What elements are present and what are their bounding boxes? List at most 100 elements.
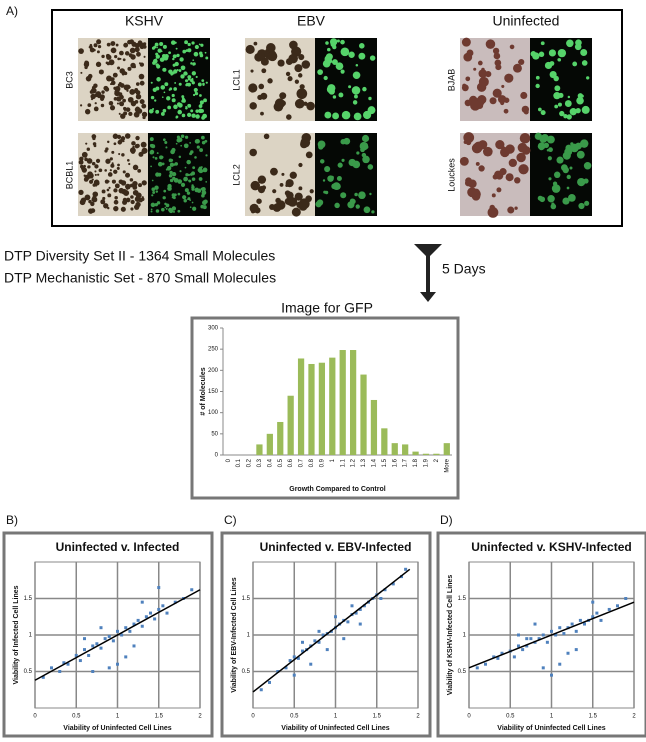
cell-line-label: LCL1 xyxy=(231,69,241,91)
gfp-cell xyxy=(168,207,173,213)
gfp-cell xyxy=(543,142,550,149)
cell xyxy=(256,198,262,204)
cell xyxy=(86,158,93,164)
point xyxy=(346,620,350,624)
point xyxy=(533,622,537,626)
cell xyxy=(102,196,106,200)
gfp-cell xyxy=(194,139,200,144)
cell xyxy=(465,76,471,82)
cell xyxy=(90,201,95,207)
cell xyxy=(477,95,487,105)
gfp-cell xyxy=(184,188,189,193)
cell xyxy=(98,69,104,75)
gfp-cell xyxy=(358,52,366,60)
gfp-cell xyxy=(165,207,168,210)
gfp-cell xyxy=(165,203,170,208)
gfp-cell xyxy=(186,191,191,195)
gfp-cell xyxy=(197,82,202,87)
bar xyxy=(433,453,440,455)
point xyxy=(525,637,529,641)
gfp-cell xyxy=(173,193,177,197)
gfp-cell xyxy=(340,192,347,199)
point xyxy=(574,629,578,633)
cell xyxy=(495,139,505,150)
gfp-cell xyxy=(187,103,192,108)
point xyxy=(99,626,103,630)
cell xyxy=(89,179,94,184)
point xyxy=(153,617,157,621)
cell-line-label: Louckes xyxy=(446,158,456,192)
gfp-cell xyxy=(546,148,550,152)
gfp-cell xyxy=(156,77,161,82)
y-tick-label: 0.5 xyxy=(242,669,251,675)
gfp-cell xyxy=(191,41,195,45)
y-tick-label: 100 xyxy=(208,410,219,416)
cell xyxy=(118,112,121,115)
cell xyxy=(135,93,142,100)
gfp-cell xyxy=(581,60,588,66)
cell xyxy=(516,152,526,163)
gfp-cell xyxy=(187,75,192,79)
cell xyxy=(95,158,101,163)
gfp-cell xyxy=(167,165,172,171)
point xyxy=(66,662,70,666)
gfp-cell xyxy=(178,69,182,72)
point xyxy=(541,633,545,637)
x-tick-label: 0.8 xyxy=(309,458,315,467)
y-tick-label: 300 xyxy=(208,326,219,332)
column-title: KSHV xyxy=(125,13,164,29)
cell xyxy=(126,89,129,92)
gfp-cell xyxy=(579,139,589,148)
cell xyxy=(122,170,126,174)
gfp-cell xyxy=(359,141,369,151)
gfp-cell xyxy=(315,201,322,208)
point xyxy=(165,611,169,615)
chart-title: Uninfected v. KSHV-Infected xyxy=(471,540,631,554)
cell xyxy=(116,96,122,102)
cell xyxy=(294,79,300,84)
gfp-cell xyxy=(155,209,160,213)
gfp-cell xyxy=(541,133,549,142)
x-tick-label: 0.1 xyxy=(236,458,242,467)
cell-line-label: BCBL1 xyxy=(64,161,74,190)
cell xyxy=(478,69,488,78)
cell xyxy=(492,88,502,98)
bar xyxy=(391,443,398,455)
trendline xyxy=(34,589,201,681)
gfp-cell xyxy=(371,210,375,214)
gfp-cell xyxy=(367,106,376,115)
point xyxy=(140,624,144,628)
gfp-cell xyxy=(355,204,360,209)
cell xyxy=(113,205,119,212)
cell xyxy=(129,39,135,45)
gfp-cell xyxy=(190,62,193,65)
gfp-cell xyxy=(361,134,370,143)
gfp-cell xyxy=(334,202,340,209)
gfp-cell xyxy=(177,209,181,213)
cell xyxy=(137,169,142,173)
gfp-cell xyxy=(175,115,179,119)
gfp-cell xyxy=(162,108,167,113)
gfp-cell xyxy=(532,52,540,60)
gfp-cell xyxy=(193,87,198,92)
x-tick-label: 1.5 xyxy=(155,714,164,720)
x-tick-label: 0.2 xyxy=(247,458,253,467)
gfp-cell xyxy=(171,98,176,103)
gfp-cell xyxy=(150,165,152,168)
cell xyxy=(117,57,121,61)
gfp-cell xyxy=(205,154,208,157)
point xyxy=(116,662,119,666)
cell xyxy=(106,54,112,60)
gfp-cell xyxy=(184,135,189,139)
x-tick-label: More xyxy=(444,458,450,472)
cell xyxy=(113,142,117,146)
cell xyxy=(249,102,257,110)
cell xyxy=(110,48,115,53)
cell xyxy=(491,193,496,198)
gfp-cell xyxy=(182,195,187,200)
cell xyxy=(90,93,96,100)
cell xyxy=(266,43,276,53)
gfp-cell xyxy=(348,158,356,167)
point xyxy=(301,649,304,653)
x-tick-label: 2 xyxy=(198,714,202,720)
